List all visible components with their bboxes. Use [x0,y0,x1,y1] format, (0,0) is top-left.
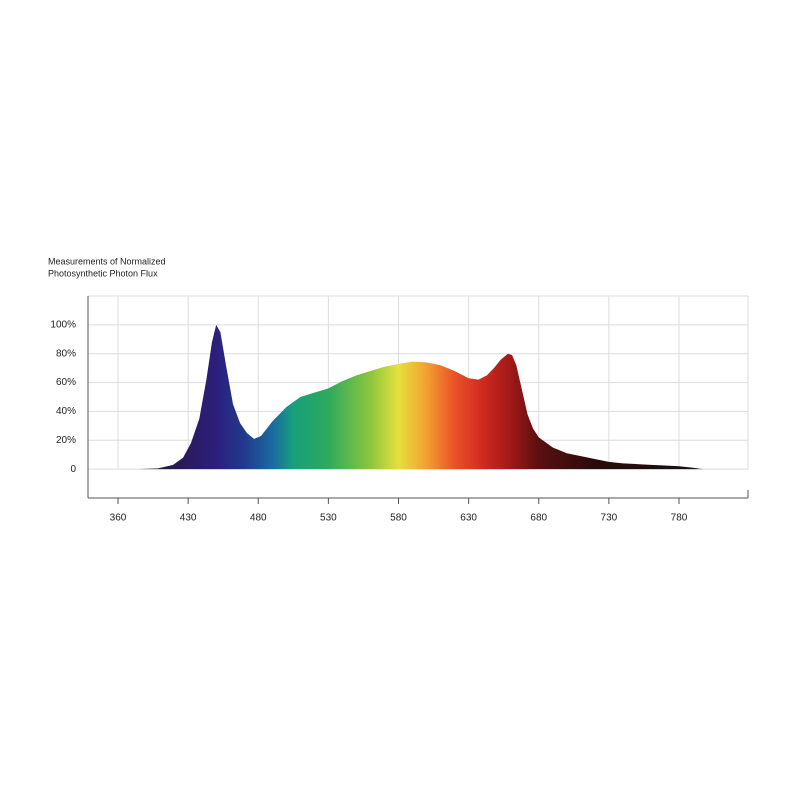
x-tick-label: 360 [110,513,127,524]
x-tick-label: 480 [250,513,267,524]
x-tick-label: 430 [180,513,197,524]
y-tick-label: 100% [50,319,76,330]
x-tick-label: 530 [320,513,337,524]
y-tick-label: 0 [70,464,76,475]
x-tick-label: 730 [601,513,618,524]
spectrum-area [138,324,703,470]
x-tick-label: 780 [671,513,688,524]
chart-title: Photosynthetic Photon Flux [48,268,158,278]
y-tick-label: 20% [56,435,76,446]
y-tick-label: 60% [56,377,76,388]
x-tick-label: 680 [530,513,547,524]
x-tick-label: 630 [460,513,477,524]
y-tick-label: 40% [56,406,76,417]
chart-title: Measurements of Normalized [48,256,166,266]
y-tick-label: 80% [56,348,76,359]
x-tick-label: 580 [390,513,407,524]
